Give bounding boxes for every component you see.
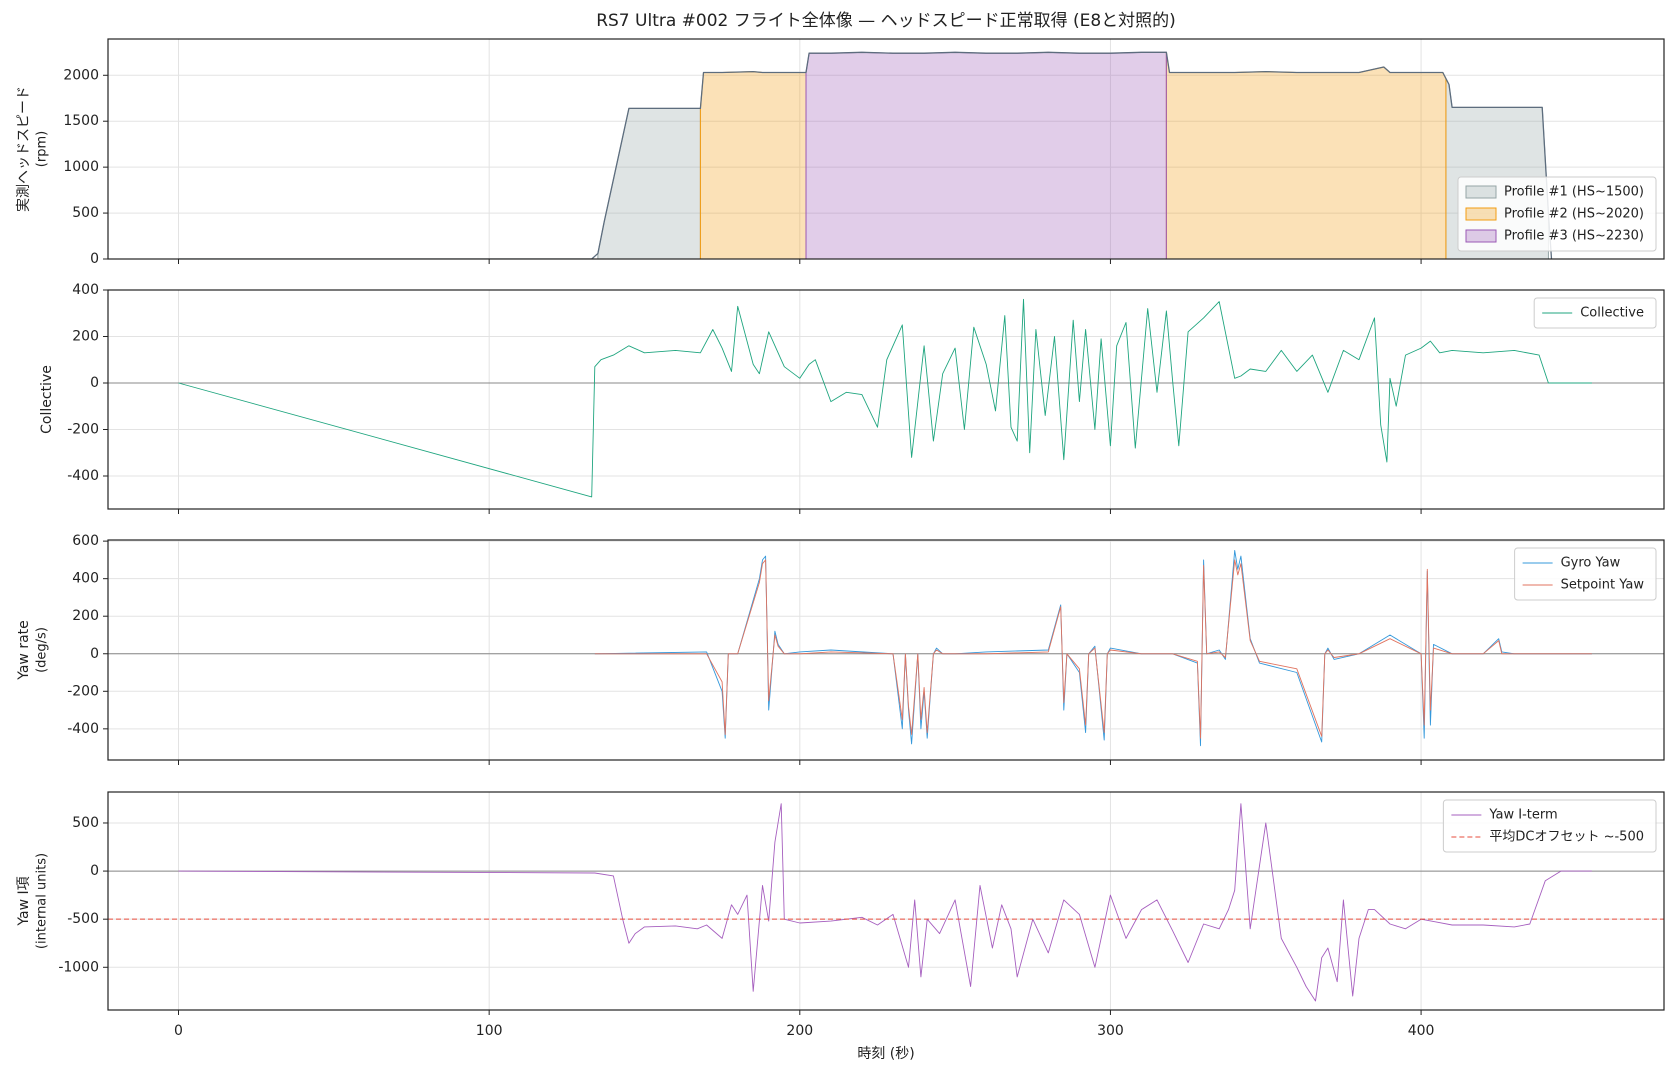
y-tick-label: 0 (90, 646, 99, 662)
y-axis-label: 実測ヘッドスピード (16, 86, 32, 212)
plot-area (108, 39, 1664, 259)
y-tick-label: 500 (72, 815, 99, 831)
x-tick-label: 100 (476, 1023, 503, 1039)
legend-box (1514, 547, 1657, 601)
profile-fill (699, 71, 807, 259)
y-tick-label: 400 (72, 282, 99, 298)
legend-box (1457, 176, 1657, 252)
series-line (178, 51, 1553, 259)
profile-fill (1165, 52, 1447, 259)
y-tick-label: 200 (72, 328, 99, 344)
y-tick-label: 0 (90, 375, 99, 391)
legend-swatch (1465, 185, 1497, 199)
legend-label: Profile #3 (HS~2230) (1504, 229, 1644, 244)
y-tick-label: 0 (90, 863, 99, 879)
profile-fill (597, 107, 701, 259)
y-tick-label: 0 (90, 251, 99, 267)
legend: Gyro Yaw Setpoint Yaw (1514, 547, 1657, 601)
y-axis-label: (deg/s) (35, 627, 50, 673)
axes-frame (107, 289, 1665, 510)
y-axis-label: (rpm) (35, 131, 50, 167)
chart-title: RS7 Ultra #002 フライト全体像 — ヘッドスピード正常取得 (E8… (596, 11, 1176, 31)
legend: Profile #1 (HS~1500) Profile #2 (HS~2020)… (1457, 176, 1657, 252)
x-axis-label: 時刻 (秒) (857, 1046, 914, 1062)
series-line (178, 803, 1592, 1002)
y-axis-label: (internal units) (35, 853, 50, 949)
legend-label: Collective (1580, 306, 1644, 321)
legend-box (1442, 799, 1657, 853)
series-line (178, 298, 1592, 498)
x-tick-label: 400 (1408, 1023, 1435, 1039)
legend-label: Setpoint Yaw (1561, 578, 1645, 593)
series-line (594, 559, 1592, 739)
legend-label: 平均DCオフセット ~-500 (1489, 830, 1644, 845)
y-axis-label: Yaw rate (16, 620, 32, 681)
plot-area (108, 290, 1664, 509)
legend-label: Gyro Yaw (1561, 556, 1621, 571)
legend-label: Yaw I-term (1488, 808, 1557, 823)
legend-swatch (1465, 229, 1497, 243)
plot-area (108, 792, 1664, 1010)
x-tick-label: 200 (786, 1023, 813, 1039)
y-axis-label: Collective (39, 365, 55, 434)
legend-label: Profile #2 (HS~2020) (1504, 207, 1644, 222)
legend: Collective (1533, 297, 1657, 329)
y-axis-label: Yaw I項 (16, 876, 32, 926)
legend-swatch (1465, 207, 1497, 221)
axes-frame (107, 791, 1665, 1011)
x-tick-label: 0 (174, 1023, 183, 1039)
y-tick-label: 1000 (63, 159, 99, 175)
y-tick-label: -200 (67, 421, 99, 437)
y-tick-label: 400 (72, 571, 99, 587)
x-tick-label: 300 (1097, 1023, 1124, 1039)
legend-label: Profile #1 (HS~1500) (1504, 185, 1644, 200)
axes-frame (107, 38, 1665, 260)
axes-frame (107, 539, 1665, 761)
y-tick-label: -500 (67, 911, 99, 927)
y-tick-label: 600 (72, 533, 99, 549)
plot-area (108, 540, 1664, 760)
legend: Yaw I-term 平均DCオフセット ~-500 (1442, 799, 1657, 853)
y-tick-label: -400 (67, 468, 99, 484)
y-tick-label: -1000 (58, 959, 99, 975)
y-tick-label: 1500 (63, 113, 99, 129)
legend-box (1533, 297, 1657, 329)
profile-fill (805, 51, 1167, 259)
y-tick-label: 2000 (63, 67, 99, 83)
series-line (594, 550, 1592, 747)
y-tick-label: 500 (72, 205, 99, 221)
y-tick-label: -400 (67, 721, 99, 737)
y-tick-label: 200 (72, 608, 99, 624)
y-tick-label: -200 (67, 683, 99, 699)
